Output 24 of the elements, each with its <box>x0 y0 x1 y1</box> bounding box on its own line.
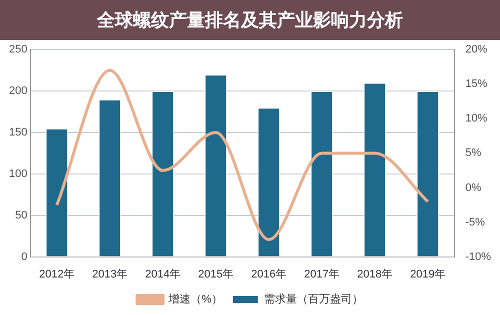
x-tick-label: 2016年 <box>251 268 287 280</box>
x-tick-label: 2015年 <box>198 268 234 280</box>
legend-label: 增速（%） <box>168 292 222 306</box>
x-tick-label: 2013年 <box>92 268 128 280</box>
y2-tick-label: 0% <box>465 182 482 194</box>
chart-title: 全球螺纹产量排名及其产业影响力分析 <box>0 0 500 40</box>
y-tick-label: 100 <box>8 168 28 180</box>
y-tick-label: 50 <box>15 209 28 222</box>
y-tick-label: 0 <box>21 250 28 263</box>
y2-tick-label: 15% <box>465 78 488 90</box>
y2-tick-label: 5% <box>465 147 482 160</box>
x-tick-label: 2014年 <box>145 268 181 280</box>
y2-tick-label: 20% <box>465 44 488 56</box>
y-tick-label: 150 <box>8 126 28 139</box>
x-tick-label: 2018年 <box>357 268 393 280</box>
y2-tick-label: -5% <box>465 216 486 228</box>
y-tick-label: 200 <box>8 85 28 98</box>
x-tick-label: 2019年 <box>410 268 446 280</box>
y2-tick-label: -10% <box>465 250 492 263</box>
y2-tick-label: 10% <box>465 112 488 125</box>
y-tick-label: 250 <box>8 44 28 56</box>
x-tick-label: 2012年 <box>39 268 75 280</box>
legend-label: 需求量（百万盎司） <box>264 292 363 306</box>
x-tick-label: 2017年 <box>304 268 340 280</box>
